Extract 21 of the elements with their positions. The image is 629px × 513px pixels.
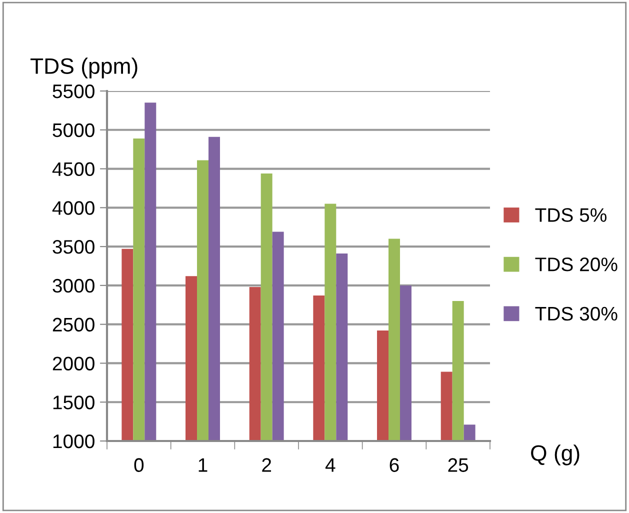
legend-label: TDS 30%	[535, 306, 618, 321]
x-axis-title: Q (g)	[531, 444, 580, 466]
legend-label: TDS 20%	[535, 258, 618, 272]
x-tick-label: 2	[262, 458, 272, 472]
y-tick-label: 1500	[53, 396, 94, 410]
x-tick-label: 6	[390, 458, 399, 472]
x-tick-label: 25	[448, 458, 468, 472]
x-tick-label: 0	[134, 458, 144, 472]
y-tick-label: 5000	[52, 123, 94, 138]
y-tick-label: 5500	[52, 84, 94, 98]
y-tick-label: 3000	[52, 278, 94, 293]
y-tick-label: 1000	[53, 434, 94, 448]
x-tick-label: 1	[198, 458, 208, 472]
x-tick-label: 4	[325, 458, 336, 472]
legend-label: TDS 5%	[535, 208, 606, 222]
y-tick-label: 2500	[52, 318, 94, 332]
y-tick-label: 3500	[52, 240, 94, 254]
y-tick-label: 2000	[52, 356, 94, 370]
y-tick-label: 4500	[52, 162, 94, 176]
y-tick-label: 4000	[52, 201, 94, 215]
y-axis-title: TDS (ppm)	[30, 58, 138, 78]
